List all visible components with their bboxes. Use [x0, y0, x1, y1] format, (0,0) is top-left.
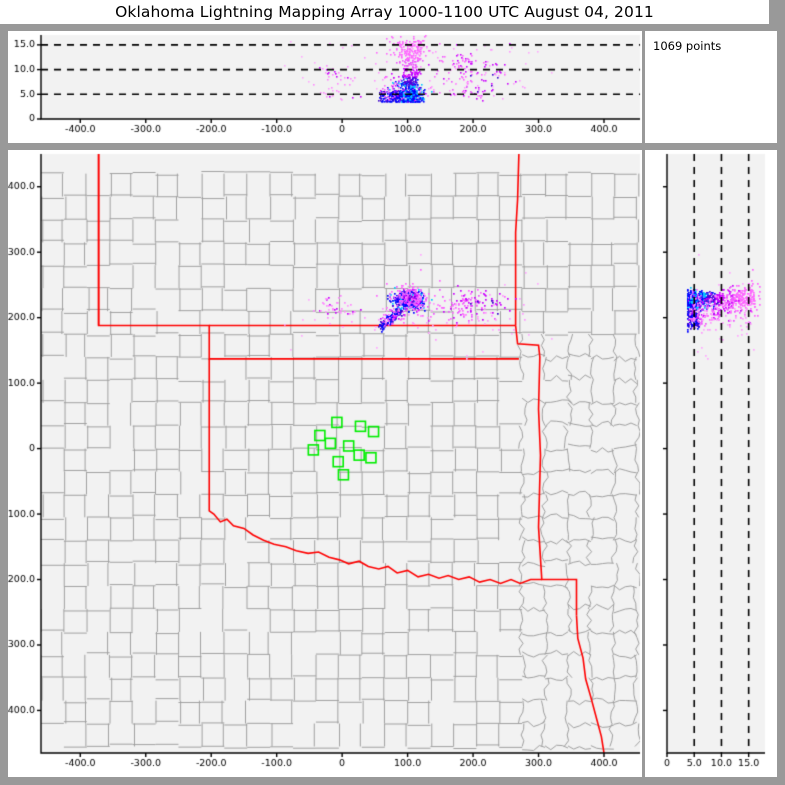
plan-view-map-plot[interactable]	[8, 150, 642, 777]
page-title: Oklahoma Lightning Mapping Array 1000-11…	[115, 3, 654, 21]
title-bar: Oklahoma Lightning Mapping Array 1000-11…	[0, 0, 769, 24]
altitude-vs-north-south-panel	[645, 150, 777, 777]
point-count-panel: 1069 points	[645, 31, 777, 143]
altitude-vs-north-south-plot[interactable]	[645, 150, 777, 777]
point-count-label: 1069 points	[653, 39, 722, 53]
plan-view-map-panel	[8, 150, 642, 777]
altitude-vs-east-west-panel	[8, 31, 642, 143]
altitude-vs-east-west-plot[interactable]	[8, 31, 642, 143]
